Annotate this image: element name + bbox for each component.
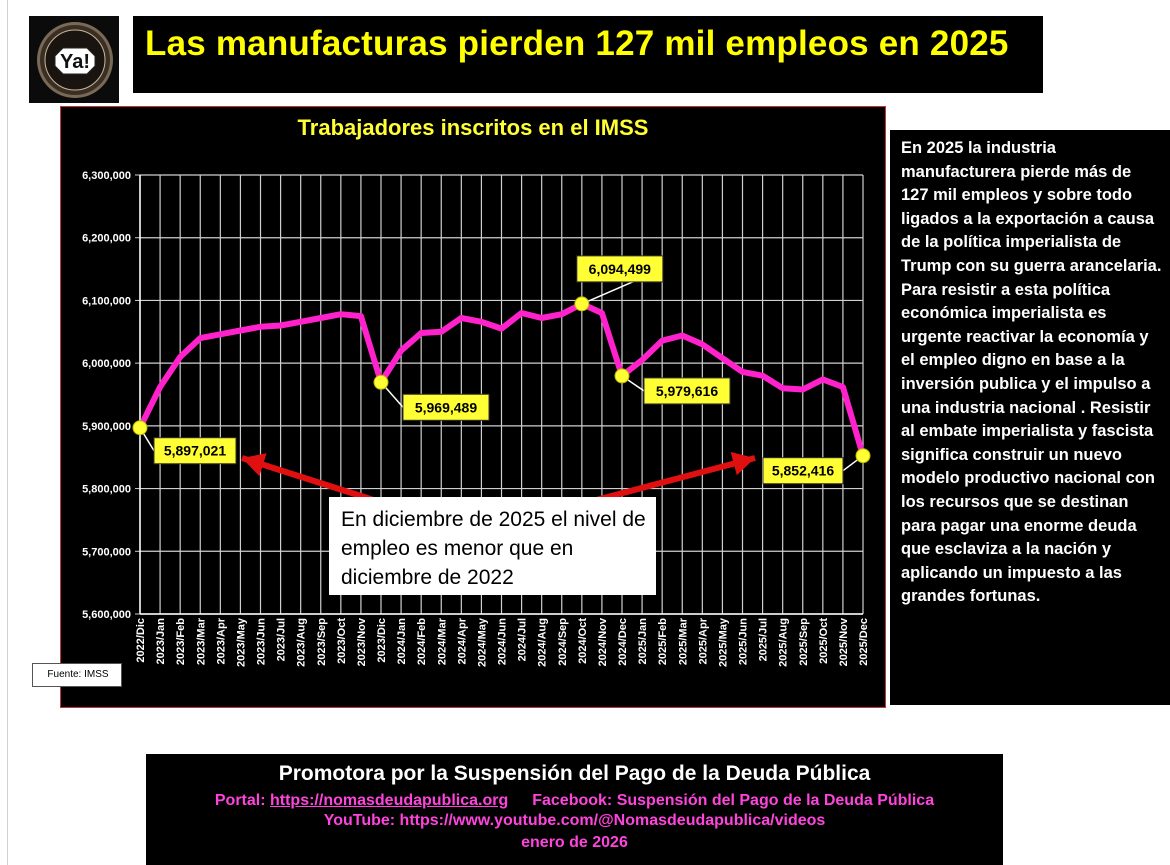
- logo-text: Ya!: [60, 51, 90, 73]
- x-tick-label: 2023/Mar: [195, 617, 207, 665]
- side-text: En 2025 la industria manufacturera pierd…: [901, 139, 1162, 606]
- callout-label: 5,979,616: [656, 383, 718, 399]
- right-arrow-shaft: [584, 455, 756, 506]
- x-tick-label: 2022/Dic: [135, 618, 147, 663]
- callout-box: [762, 457, 844, 485]
- x-tick-label: 2025/Apr: [697, 617, 709, 664]
- logo-emblem: Ya!: [37, 22, 113, 98]
- x-tick-label: 2023/Oct: [336, 618, 348, 664]
- x-tick-label: 2025/Sep: [798, 618, 810, 666]
- source-label: Fuente: IMSS: [47, 669, 109, 680]
- callout-label: 5,897,021: [164, 443, 226, 459]
- chart-title: Trabajadores inscritos en el IMSS: [297, 115, 649, 140]
- x-tick-label: 2024/Jan: [396, 618, 408, 665]
- x-tick-label: 2024/Nov: [597, 617, 609, 666]
- note-box: En diciembre de 2025 el nivel de empleo …: [329, 497, 656, 595]
- callout-label: 5,852,416: [772, 463, 834, 479]
- x-tick-label: 2024/Jun: [497, 618, 509, 665]
- source-box: Fuente: IMSS: [32, 663, 122, 687]
- title-banner: Las manufacturas pierden 127 mil empleos…: [133, 16, 1043, 93]
- x-tick-label: 2025/Oct: [818, 618, 830, 664]
- x-tick-label: 2023/Jan: [155, 618, 167, 665]
- series-line: [137, 300, 866, 459]
- logo: Ya!: [29, 16, 119, 103]
- callout-box: [153, 437, 237, 465]
- x-tick-label: 2025/Feb: [657, 618, 669, 665]
- x-tick-label: 2024/Apr: [456, 617, 468, 664]
- x-tick-label: 2025/Jan: [637, 618, 649, 665]
- y-tick-label: 5,900,000: [82, 421, 131, 433]
- x-tick-label: 2025/Mar: [677, 617, 689, 665]
- x-tick-label: 2025/Jul: [758, 618, 770, 661]
- footer-portal-label: Portal:: [214, 792, 270, 809]
- page-border: [7, 0, 8, 865]
- x-tick-label: 2023/Aug: [296, 618, 308, 667]
- x-tick-label: 2023/Apr: [215, 617, 227, 664]
- x-tick-label: 2024/Sep: [557, 618, 569, 666]
- callout-box: [576, 255, 664, 283]
- callout-label: 6,094,499: [589, 261, 651, 277]
- chart-title-tab: [287, 93, 740, 105]
- data-point-marker: [132, 420, 148, 436]
- footer-org: Promotora por la Suspensión del Pago de …: [278, 762, 871, 785]
- x-tick-label: 2024/May: [476, 617, 488, 667]
- footer-date: enero de 2026: [521, 834, 628, 851]
- footer-portal-link[interactable]: https://nomasdeudapublica.org: [270, 792, 509, 809]
- x-tick-label: 2023/May: [235, 617, 247, 667]
- left-arrow-shaft: [241, 455, 384, 506]
- x-tick-label: 2024/Aug: [537, 618, 549, 667]
- data-point-marker: [373, 374, 389, 390]
- footer-facebook[interactable]: Facebook: Suspensión del Pago de la Deud…: [532, 792, 935, 809]
- data-point-marker: [574, 296, 590, 312]
- data-point-marker: [614, 368, 630, 384]
- y-tick-label: 5,800,000: [82, 484, 131, 496]
- footer: Promotora por la Suspensión del Pago de …: [146, 754, 1003, 865]
- left-arrow-head: [242, 453, 267, 477]
- x-tick-label: 2023/Feb: [175, 618, 187, 665]
- y-tick-label: 6,100,000: [82, 295, 131, 307]
- x-tick-label: 2023/Sep: [316, 618, 328, 666]
- callout-box: [643, 377, 731, 405]
- x-tick-label: 2025/Aug: [778, 618, 790, 667]
- x-tick-label: 2023/Dic: [376, 618, 388, 663]
- y-tick-label: 5,700,000: [82, 546, 131, 558]
- footer-links-row: Portal: https://nomasdeudapublica.org Fac…: [146, 792, 1003, 810]
- data-point-marker: [855, 448, 871, 464]
- callout-label: 5,969,489: [415, 399, 477, 415]
- right-arrow-head: [730, 452, 755, 476]
- x-tick-label: 2024/Feb: [416, 618, 428, 665]
- x-tick-label: 2023/Nov: [356, 617, 368, 666]
- side-panel: En 2025 la industria manufacturera pierd…: [890, 130, 1170, 705]
- y-tick-label: 5,600,000: [82, 609, 131, 621]
- x-tick-label: 2024/Jul: [517, 618, 529, 661]
- x-tick-label: 2025/May: [717, 617, 729, 667]
- y-tick-label: 6,200,000: [82, 233, 131, 245]
- note-text: En diciembre de 2025 el nivel de empleo …: [341, 508, 646, 589]
- x-tick-label: 2025/Jun: [738, 618, 750, 665]
- footer-youtube[interactable]: YouTube: https://www.youtube.com/@Nomasd…: [323, 812, 826, 829]
- page-title: Las manufacturas pierden 127 mil empleos…: [145, 24, 1009, 63]
- x-tick-label: 2023/Jul: [276, 618, 288, 661]
- y-tick-label: 6,300,000: [82, 170, 131, 182]
- x-tick-label: 2025/Dec: [858, 618, 870, 666]
- x-tick-label: 2024/Oct: [577, 618, 589, 664]
- y-tick-label: 6,000,000: [82, 358, 131, 370]
- callout-box: [402, 393, 490, 421]
- x-tick-label: 2024/Dec: [617, 618, 629, 666]
- x-tick-label: 2023/Jun: [256, 618, 268, 665]
- x-tick-label: 2025/Nov: [838, 617, 850, 666]
- x-tick-label: 2024/Mar: [436, 617, 448, 665]
